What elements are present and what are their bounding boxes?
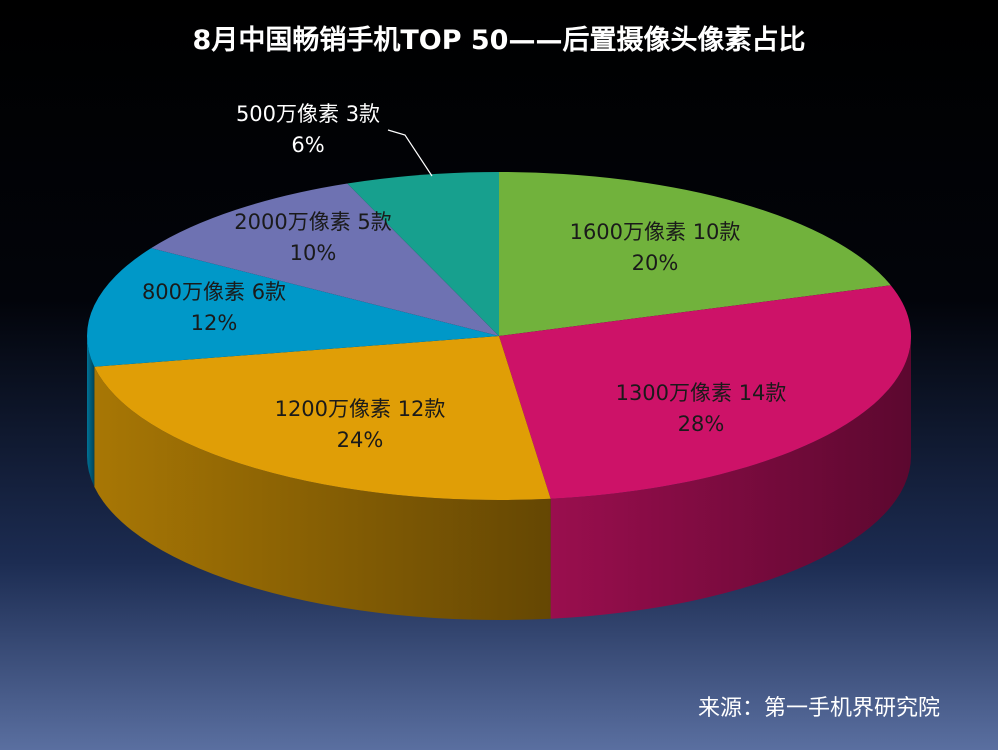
slice-label-2: 1200万像素 12款 bbox=[275, 397, 446, 421]
slice-5 bbox=[347, 172, 499, 336]
slice-percent-0: 20% bbox=[632, 251, 679, 275]
slice-side-1 bbox=[550, 336, 911, 619]
leader-line bbox=[387, 129, 433, 177]
slice-label-3: 800万像素 6款 bbox=[142, 280, 286, 304]
slice-side-3 bbox=[87, 336, 95, 487]
slice-1 bbox=[499, 285, 911, 499]
slice-label-4: 2000万像素 5款 bbox=[234, 210, 391, 234]
slice-percent-2: 24% bbox=[337, 428, 384, 452]
slice-side-2 bbox=[94, 366, 551, 620]
slice-percent-4: 10% bbox=[290, 241, 337, 265]
slice-percent-5: 6% bbox=[291, 133, 324, 157]
slice-0 bbox=[499, 172, 891, 336]
slice-percent-1: 28% bbox=[678, 412, 725, 436]
pie-labels: 1600万像素 10款 20% 1300万像素 14款 28% 1200万像素 12款 2… bbox=[142, 102, 786, 452]
pie-slices bbox=[86, 172, 911, 500]
slice-3 bbox=[86, 248, 499, 367]
chart-title: 8月中国畅销手机TOP 50——后置摄像头像素占比 bbox=[192, 25, 806, 56]
slice-2 bbox=[94, 336, 551, 500]
source-note: 来源：第一手机界研究院 bbox=[697, 696, 940, 721]
slice-label-5: 500万像素 3款 bbox=[236, 102, 380, 126]
slice-label-1: 1300万像素 14款 bbox=[616, 381, 787, 405]
slice-4 bbox=[151, 183, 499, 336]
slice-label-0: 1600万像素 10款 bbox=[570, 220, 741, 244]
slice-percent-3: 12% bbox=[191, 311, 238, 335]
pie-depth bbox=[87, 336, 911, 620]
